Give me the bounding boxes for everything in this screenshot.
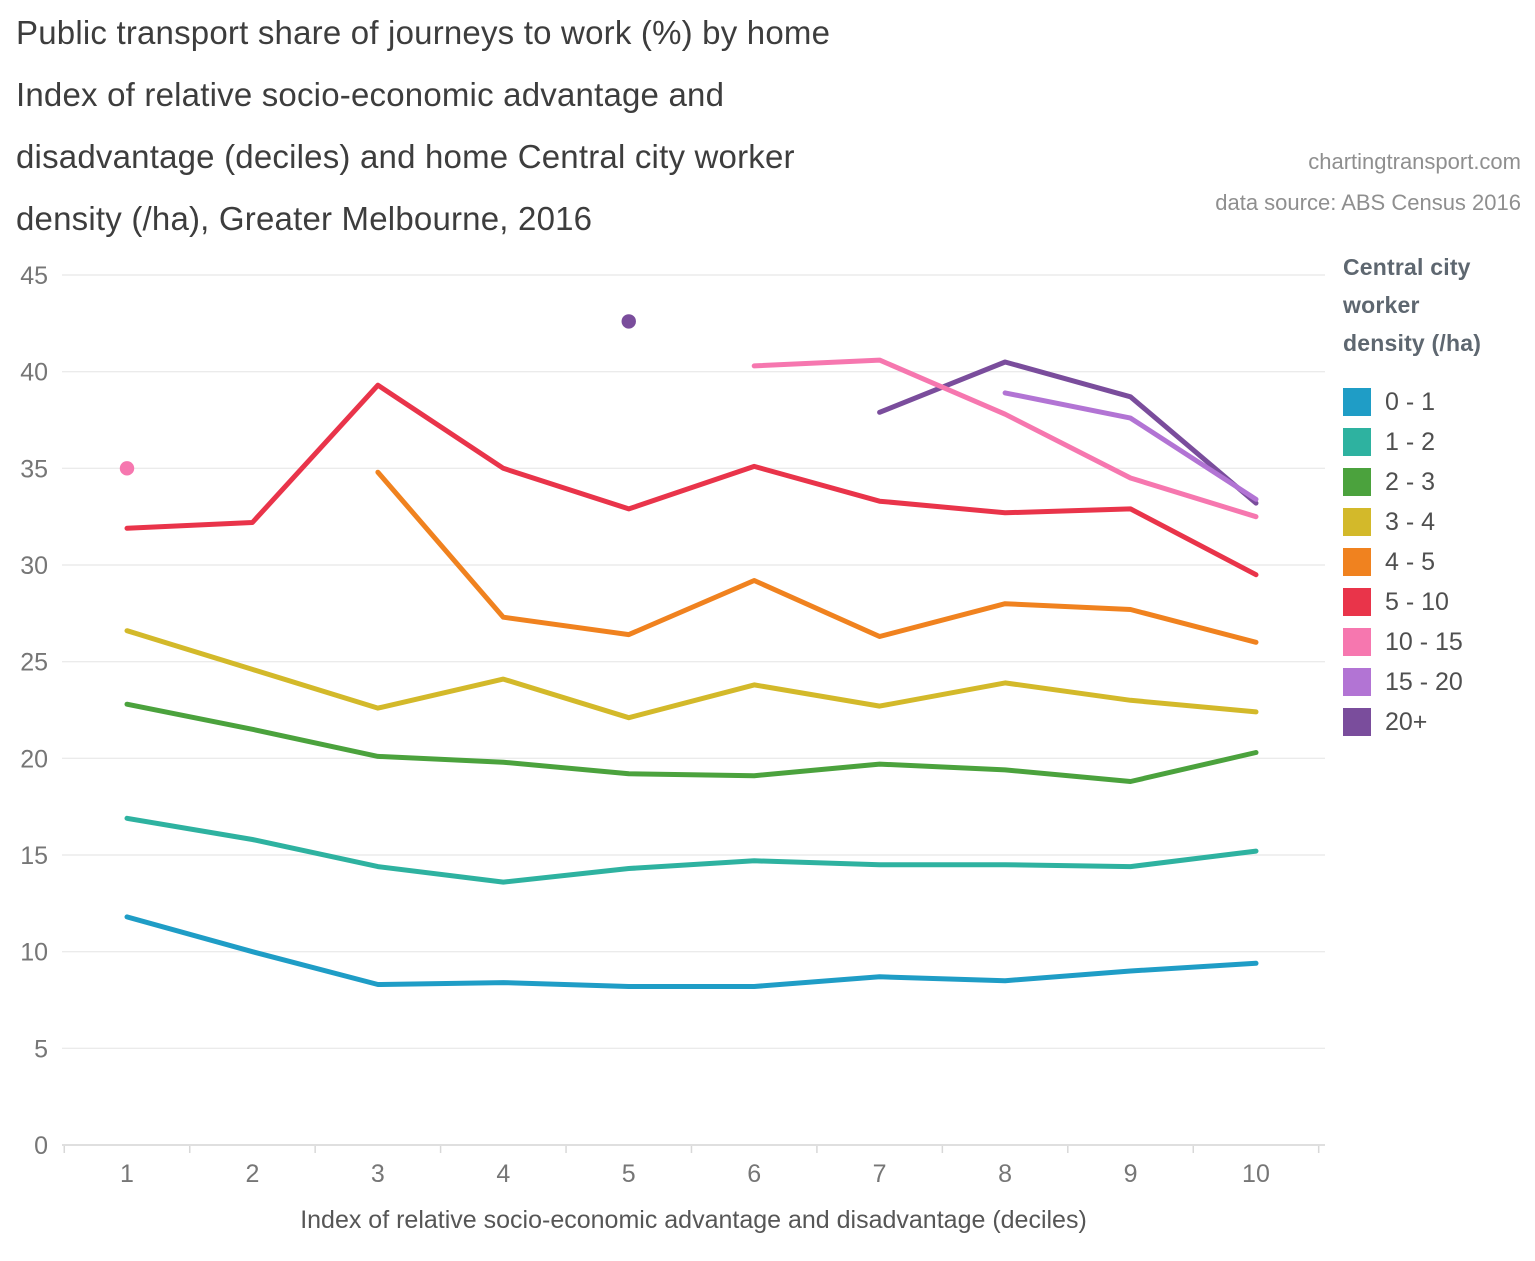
- legend-item-label: 3 - 4: [1385, 507, 1436, 536]
- legend-item-label: 10 - 15: [1385, 627, 1463, 656]
- legend-item-2-3[interactable]: 2 - 3: [1343, 462, 1528, 502]
- legend-item-1-2[interactable]: 1 - 2: [1343, 422, 1528, 462]
- y-tick-label-40: 40: [20, 359, 48, 387]
- x-tick-label-3: 3: [371, 1160, 385, 1188]
- y-tick-label-5: 5: [34, 1035, 48, 1063]
- series-line-4-5[interactable]: [375, 469, 1259, 645]
- attribution-site: chartingtransport.com: [1308, 149, 1521, 174]
- x-tick-label-4: 4: [496, 1160, 510, 1188]
- x-tick-label-10: 10: [1242, 1160, 1270, 1188]
- x-axis-title: Index of relative socio-economic advanta…: [300, 1206, 1087, 1234]
- y-tick-label-45: 45: [20, 262, 48, 290]
- series-line-3-4[interactable]: [124, 628, 1259, 721]
- chart-title-line: disadvantage (deciles) and home Central …: [16, 138, 795, 175]
- legend-item-10-15[interactable]: 10 - 15: [1343, 622, 1528, 662]
- legend-swatch-icon: [1343, 468, 1371, 496]
- legend-item-label: 1 - 2: [1385, 427, 1436, 456]
- legend-item-20+[interactable]: 20+: [1343, 702, 1528, 742]
- legend-item-3-4[interactable]: 3 - 4: [1343, 502, 1528, 542]
- legend-title-line: Central city: [1343, 254, 1471, 280]
- legend-item-15-20[interactable]: 15 - 20: [1343, 662, 1528, 702]
- legend: Central city worker density (/ha) 0 - 1 1…: [1343, 248, 1528, 742]
- legend-title-line: worker: [1343, 292, 1420, 318]
- legend-swatch-icon: [1343, 508, 1371, 536]
- x-tick-label-7: 7: [873, 1160, 887, 1188]
- legend-item-label: 4 - 5: [1385, 547, 1436, 576]
- y-tick-label-0: 0: [34, 1132, 48, 1160]
- series-point-20+[interactable]: [621, 314, 636, 329]
- legend-item-label: 15 - 20: [1385, 667, 1463, 696]
- y-tick-label-30: 30: [20, 552, 48, 580]
- series-point-10-15[interactable]: [119, 461, 135, 476]
- legend-item-0-1[interactable]: 0 - 1: [1343, 382, 1528, 422]
- series-line-5-10[interactable]: [124, 382, 1259, 578]
- legend-item-5-10[interactable]: 5 - 10: [1343, 582, 1528, 622]
- legend-item-label: 0 - 1: [1385, 387, 1436, 416]
- y-tick-label-35: 35: [20, 455, 48, 483]
- series-line-0-1[interactable]: [124, 914, 1259, 989]
- legend-swatch-icon: [1343, 668, 1371, 696]
- y-tick-label-15: 15: [20, 842, 48, 870]
- series-line-1-2[interactable]: [124, 815, 1259, 885]
- x-tick-label-6: 6: [747, 1160, 761, 1188]
- legend-swatch-icon: [1343, 628, 1371, 656]
- chart-title-line: density (/ha), Greater Melbourne, 2016: [16, 200, 593, 237]
- legend-title: Central city worker density (/ha): [1343, 248, 1528, 362]
- chart-title: Public transport share of journeys to wo…: [16, 2, 1211, 250]
- y-tick-label-10: 10: [20, 939, 48, 967]
- legend-items: 0 - 1 1 - 2 2 - 3 3 - 4 4 - 5 5 - 10 10 - 15 15…: [1343, 382, 1528, 742]
- legend-swatch-icon: [1343, 588, 1371, 616]
- legend-swatch-icon: [1343, 708, 1371, 736]
- legend-item-label: 2 - 3: [1385, 467, 1436, 496]
- y-tick-label-20: 20: [20, 745, 48, 773]
- x-tick-label-8: 8: [998, 1160, 1012, 1188]
- chart-title-line: Index of relative socio-economic advanta…: [16, 76, 725, 113]
- x-tick-label-1: 1: [120, 1160, 134, 1188]
- attribution: chartingtransport.com data source: ABS C…: [1215, 141, 1521, 223]
- legend-swatch-icon: [1343, 388, 1371, 416]
- series-line-10-15[interactable]: [751, 357, 1259, 520]
- series-line-2-3[interactable]: [124, 701, 1259, 784]
- y-tick-label-25: 25: [20, 649, 48, 677]
- x-tick-label-2: 2: [245, 1160, 259, 1188]
- attribution-source: data source: ABS Census 2016: [1215, 190, 1521, 215]
- legend-item-4-5[interactable]: 4 - 5: [1343, 542, 1528, 582]
- legend-title-line: density (/ha): [1343, 330, 1482, 356]
- series-line-15-20[interactable]: [1002, 390, 1259, 502]
- legend-swatch-icon: [1343, 548, 1371, 576]
- x-tick-label-5: 5: [622, 1160, 636, 1188]
- legend-item-label: 20+: [1385, 707, 1428, 736]
- legend-swatch-icon: [1343, 428, 1371, 456]
- x-tick-label-9: 9: [1124, 1160, 1138, 1188]
- chart-title-line: Public transport share of journeys to wo…: [16, 14, 831, 51]
- legend-item-label: 5 - 10: [1385, 587, 1449, 616]
